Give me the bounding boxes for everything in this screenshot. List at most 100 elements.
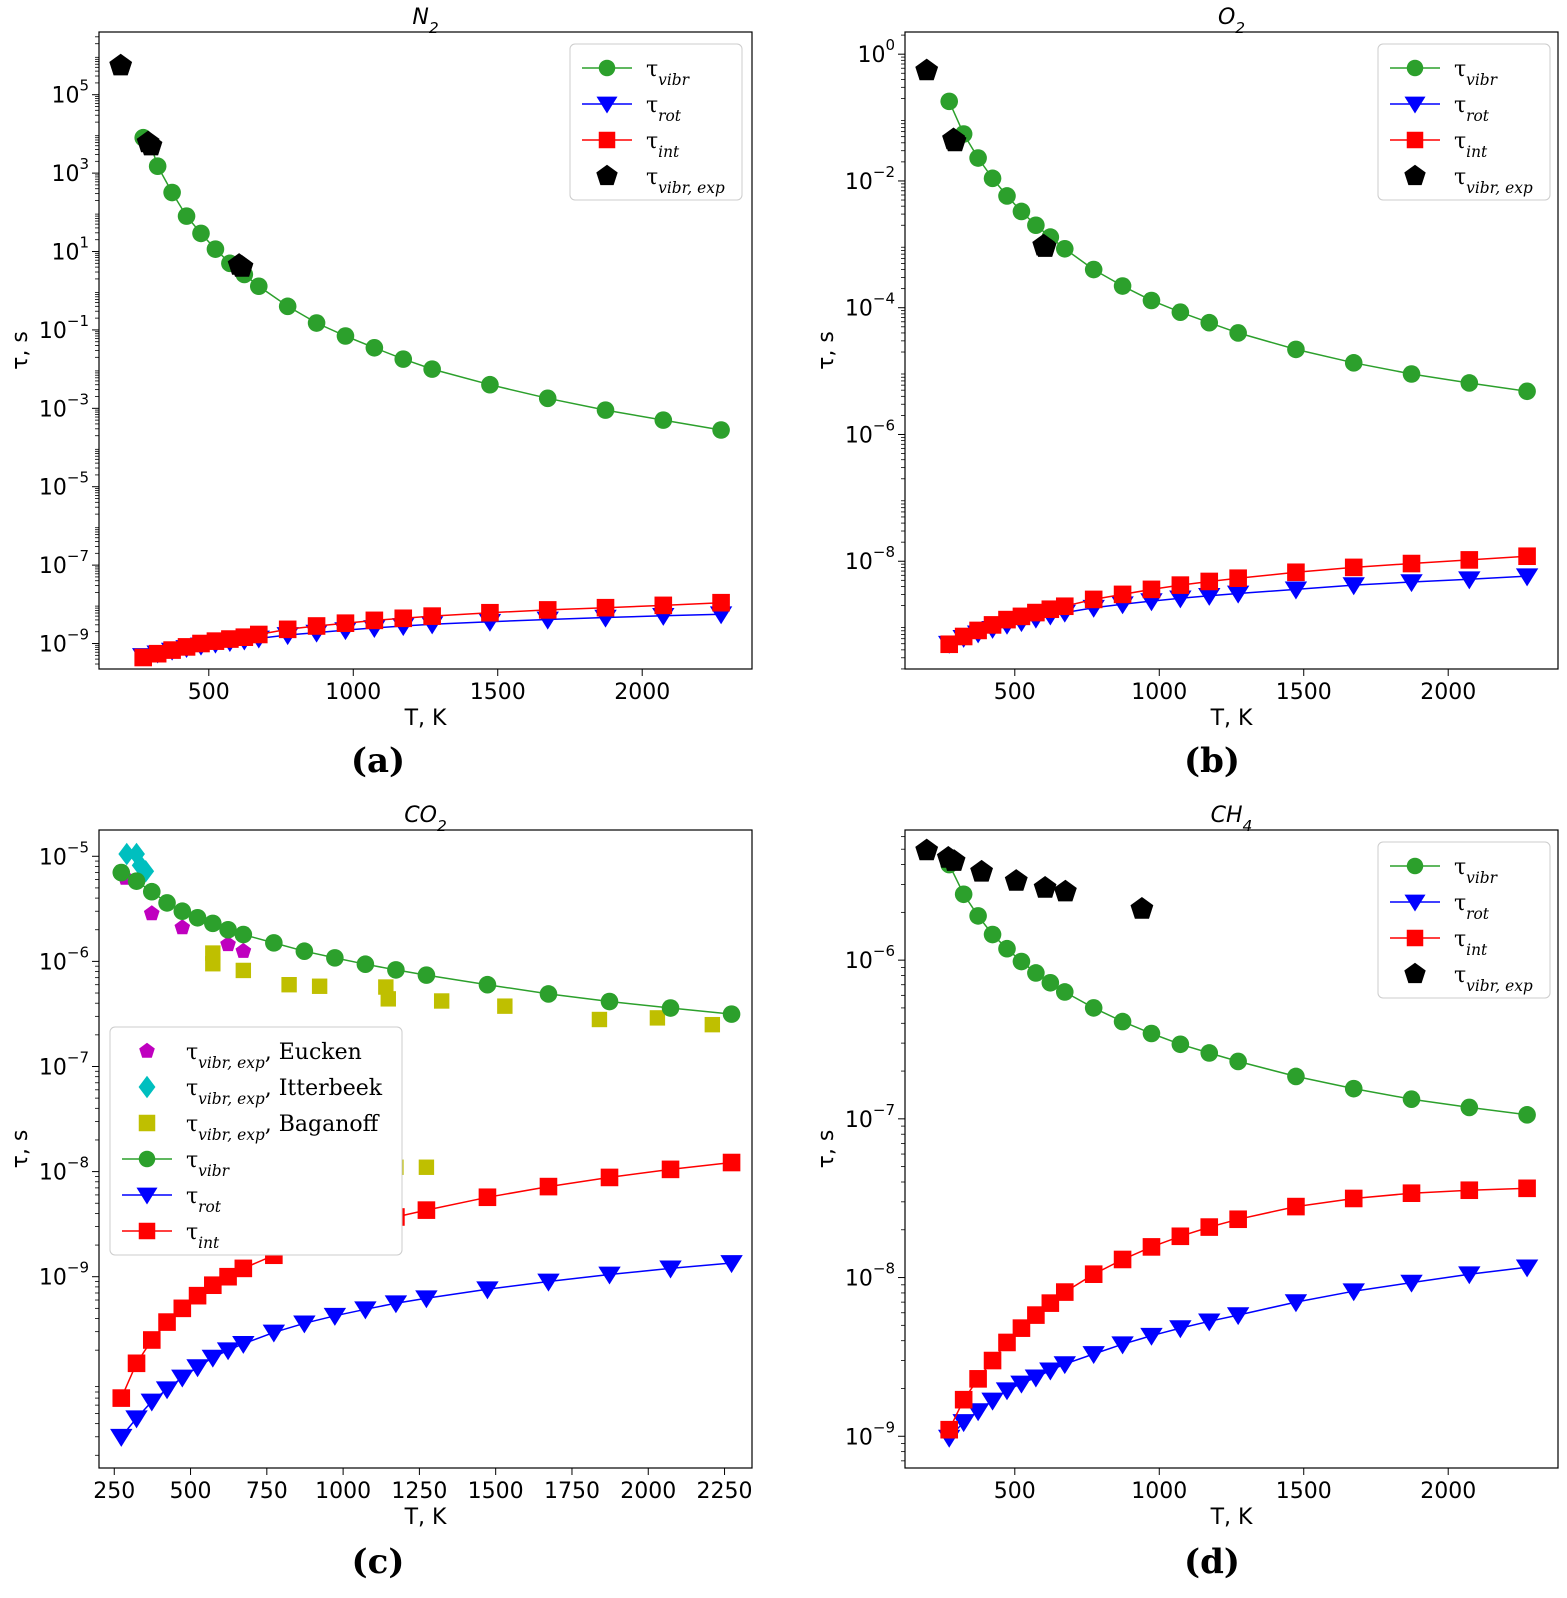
series-int-marker-8 xyxy=(249,625,268,644)
series-vibr-marker-15 xyxy=(478,975,497,994)
series-exp-marker-0 xyxy=(915,58,939,81)
series-vibr-marker-6 xyxy=(1027,964,1045,982)
legend-label-baganoff-main: τ xyxy=(186,1112,198,1137)
series-int-marker-1 xyxy=(954,627,973,646)
series-baganoff-marker-5 xyxy=(378,979,394,995)
legend-label-vibr-sub: vibr xyxy=(198,1162,230,1180)
legend-label-vibr: τvibr xyxy=(186,1148,231,1180)
legend-label-vibr: τvibr xyxy=(646,57,691,89)
series-vibr-marker-14 xyxy=(394,350,413,368)
series-vibr-marker-10 xyxy=(278,297,297,316)
legend-label-vibr-main: τ xyxy=(1454,855,1466,880)
series-vibr-marker-1 xyxy=(127,872,146,890)
series-int xyxy=(134,593,730,667)
series-vibr-marker-17 xyxy=(600,992,619,1011)
series-rot-marker-6 xyxy=(1024,1369,1048,1388)
x-axis-label: T, K xyxy=(1210,706,1253,731)
series-vibr-marker-5 xyxy=(192,224,210,243)
y-tick-base: 10 xyxy=(845,1108,873,1133)
x-tick-label: 1500 xyxy=(470,680,526,705)
series-vibr-marker-17 xyxy=(1402,365,1421,383)
series-vibr-marker-9 xyxy=(1084,999,1103,1017)
series-vibr-marker-17 xyxy=(538,389,557,408)
series-int-marker-18 xyxy=(1460,551,1479,569)
series-int-marker-6 xyxy=(1027,1306,1045,1324)
series-itterbeek-marker-0 xyxy=(118,842,136,866)
y-tick-exp: −8 xyxy=(67,1154,89,1172)
y-tick-exp: 0 xyxy=(885,36,895,54)
x-tick-label: 500 xyxy=(188,680,230,705)
series-int-marker-12 xyxy=(1171,576,1190,594)
legend-label-vibr-sub: vibr xyxy=(658,71,690,89)
series-vibr-marker-5 xyxy=(1012,952,1031,971)
series-rot-marker-17 xyxy=(1400,574,1423,593)
series-rot-marker-4 xyxy=(171,1369,194,1388)
plot-frame xyxy=(98,829,753,1469)
series-vibr-marker-3 xyxy=(163,183,181,202)
series-rot-marker-19 xyxy=(1515,1259,1539,1278)
series-int-marker-7 xyxy=(1041,1294,1060,1312)
y-tick-exp: −4 xyxy=(873,290,895,308)
series-rot-marker-3 xyxy=(981,1392,1004,1411)
y-tick-label: 10−9 xyxy=(39,1259,89,1291)
series-exp-marker-2 xyxy=(139,133,163,156)
series-int-marker-19 xyxy=(712,593,730,612)
series-int-marker-2 xyxy=(163,641,181,659)
y-tick-base: 10 xyxy=(857,43,885,68)
y-tick-label: 105 xyxy=(51,77,89,109)
chart-title-main: CH xyxy=(1211,803,1243,828)
series-itterbeek xyxy=(118,842,155,883)
x-tick-label: 1500 xyxy=(1276,1479,1332,1504)
series-baganoff-marker-7 xyxy=(433,993,450,1009)
series-vibr-marker-16 xyxy=(1344,1079,1363,1098)
chart-title: CH4 xyxy=(1211,803,1253,835)
series-rot-marker-3 xyxy=(155,1381,179,1400)
legend-int-marker-0 xyxy=(1406,929,1424,947)
y-axis-label: τ, s xyxy=(814,1130,839,1169)
series-int-marker-17 xyxy=(596,598,615,617)
legend-label-rot-main: τ xyxy=(186,1184,198,1209)
series-vibr-marker-7 xyxy=(219,920,237,939)
x-tick-label: 2000 xyxy=(1420,1479,1476,1504)
y-tick-label: 10−7 xyxy=(845,1101,895,1133)
series-rot-marker-5 xyxy=(1010,1375,1033,1394)
series-vibr-marker-7 xyxy=(1041,973,1060,992)
y-tick-exp: −8 xyxy=(873,1260,895,1278)
y-tick-exp: 5 xyxy=(79,77,89,95)
series-vibr-marker-17 xyxy=(1402,1090,1421,1108)
series-int-marker-4 xyxy=(998,1333,1016,1352)
legend-label-exp-main: τ xyxy=(1454,165,1466,190)
series-int-marker-1 xyxy=(148,644,167,663)
chart-title-main: N xyxy=(412,5,428,30)
legend-label-baganoff: τvibr, exp, Baganoff xyxy=(186,1112,380,1144)
series-exp-marker-0 xyxy=(109,53,133,76)
series-vibr-marker-18 xyxy=(1460,374,1479,392)
legend-vibr-marker-0 xyxy=(1406,857,1424,875)
series-vibr-marker-13 xyxy=(365,338,384,357)
y-tick-base: 10 xyxy=(845,297,873,322)
series-eucken-marker-3 xyxy=(220,936,236,952)
legend-itterbeek-marker-0 xyxy=(138,1075,156,1099)
series-vibr-marker-11 xyxy=(1142,1024,1161,1043)
series-eucken-marker-1 xyxy=(143,905,160,921)
series-int-marker-2 xyxy=(969,621,987,640)
series-int-marker-15 xyxy=(478,1188,497,1207)
y-tick-label: 10−9 xyxy=(39,626,89,658)
series-vibr-marker-6 xyxy=(1027,216,1045,235)
series-int-marker-0 xyxy=(940,635,959,654)
y-tick-base: 10 xyxy=(51,162,79,187)
series-rot-marker-10 xyxy=(1111,1336,1134,1355)
y-tick-base: 10 xyxy=(39,950,67,975)
series-int-marker-3 xyxy=(177,638,196,656)
y-tick-exp: −3 xyxy=(67,390,89,408)
legend-int-marker-0 xyxy=(1406,131,1424,149)
y-tick-exp: −7 xyxy=(873,1101,895,1119)
legend-label-exp: τvibr, exp xyxy=(646,165,725,197)
series-vibr-marker-9 xyxy=(1084,260,1103,279)
series-rot-line xyxy=(948,1266,1528,1439)
series-int-marker-5 xyxy=(188,1286,207,1305)
series-int-marker-13 xyxy=(1200,1218,1219,1236)
series-int-marker-10 xyxy=(1113,1250,1132,1269)
y-tick-base: 10 xyxy=(39,554,67,579)
